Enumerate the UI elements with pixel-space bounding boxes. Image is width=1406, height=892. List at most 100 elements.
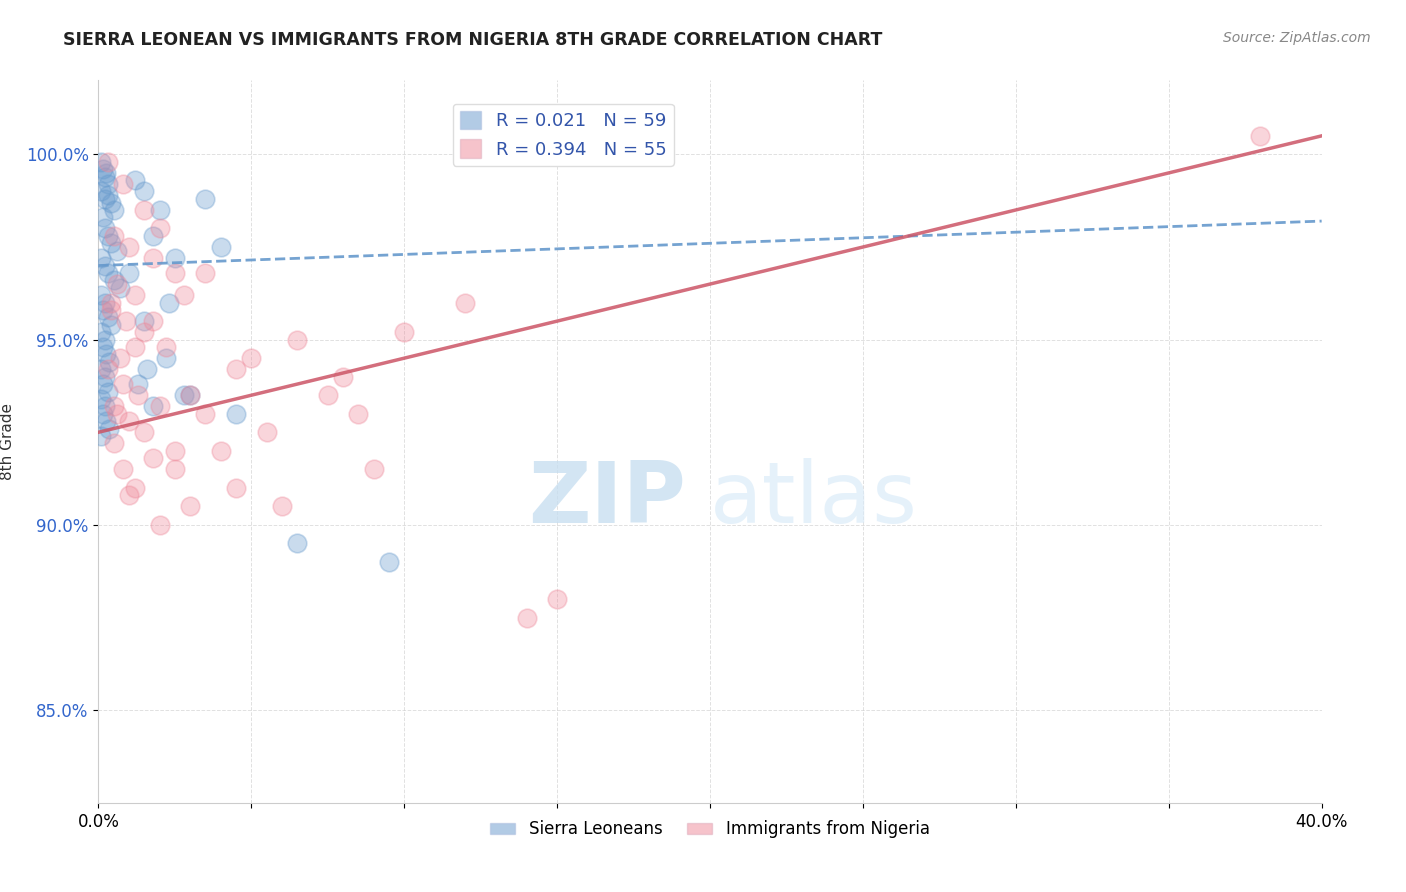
Point [97,188,120,202]
Text: Source: ZipAtlas.com: Source: ZipAtlas.com [1223,31,1371,45]
Point [149,517,172,532]
Point [285,333,308,347]
Point [134,185,156,199]
Point [90,362,112,376]
Point [91,162,114,177]
Point [332,369,354,384]
Point [124,173,146,187]
Point [163,462,186,476]
Point [516,610,538,624]
Point [225,407,247,421]
Point [136,362,159,376]
Point [111,177,134,191]
Point [100,318,122,332]
Point [149,221,172,235]
Point [105,277,128,291]
Point [105,407,128,421]
Point [179,388,201,402]
Point [173,288,195,302]
Point [93,169,115,184]
Point [94,166,117,180]
Point [378,555,401,569]
Point [111,377,134,392]
Point [97,177,120,191]
Point [97,310,120,325]
Point [100,295,122,310]
Point [256,425,278,440]
Point [134,425,156,440]
Point [97,228,120,243]
Y-axis label: 8th Grade: 8th Grade [0,403,14,480]
Point [124,340,146,354]
Point [194,266,217,280]
Point [98,421,121,435]
Point [194,407,217,421]
Point [93,333,115,347]
Point [105,244,128,258]
Point [103,228,125,243]
Point [93,259,115,273]
Point [270,500,294,514]
Point [90,325,112,339]
Point [209,443,232,458]
Text: ZIP: ZIP [527,458,686,541]
Point [97,362,120,376]
Point [90,392,112,406]
Point [91,303,114,318]
Point [142,251,165,265]
Point [347,407,370,421]
Point [118,266,141,280]
Point [127,388,149,402]
Point [285,536,308,550]
Point [163,443,186,458]
Point [108,281,131,295]
Point [97,384,120,399]
Point [118,240,141,254]
Point [91,340,114,354]
Point [90,288,112,302]
Point [225,362,247,376]
Point [124,288,146,302]
Point [93,400,115,414]
Point [103,202,125,217]
Point [134,314,156,328]
Point [134,325,156,339]
Point [103,436,125,450]
Legend: Sierra Leoneans, Immigrants from Nigeria: Sierra Leoneans, Immigrants from Nigeria [484,814,936,845]
Point [100,236,122,251]
Point [100,303,122,318]
Point [149,202,172,217]
Point [97,266,120,280]
Point [163,251,186,265]
Point [115,314,138,328]
Point [90,429,112,443]
Point [363,462,385,476]
Point [209,240,232,254]
Point [127,377,149,392]
Point [149,400,172,414]
Point [98,355,121,369]
Point [90,185,112,199]
Point [93,192,115,206]
Point [240,351,263,366]
Text: atlas: atlas [710,458,918,541]
Point [124,481,146,495]
Point [225,481,247,495]
Point [179,500,201,514]
Point [155,340,177,354]
Point [93,369,115,384]
Point [118,488,141,502]
Point [179,388,201,402]
Point [392,325,416,339]
Point [103,273,125,287]
Point [142,228,165,243]
Point [103,400,125,414]
Point [97,154,120,169]
Point [142,314,165,328]
Point [1250,128,1272,143]
Point [454,295,477,310]
Point [91,211,114,225]
Point [90,154,112,169]
Point [90,251,112,265]
Point [108,351,131,366]
